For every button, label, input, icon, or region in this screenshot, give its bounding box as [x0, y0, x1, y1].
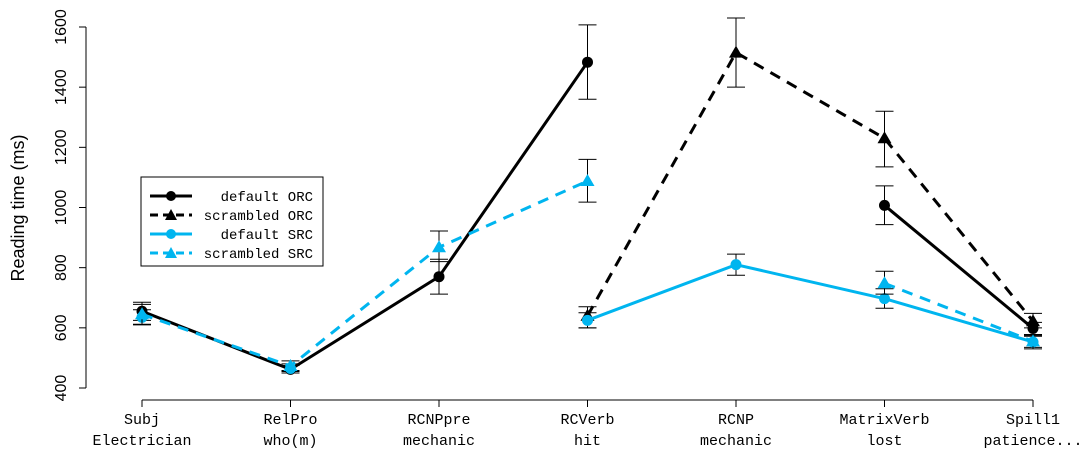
y-tick-label: 800 [53, 254, 70, 281]
data-point-circle [879, 293, 890, 305]
y-axis-label: Reading time (ms) [8, 134, 28, 281]
legend-label: default SRC [221, 228, 313, 244]
series-line [883, 281, 1034, 343]
y-tick-label: 400 [53, 375, 70, 402]
legend-marker-triangle [165, 247, 177, 258]
data-point-triangle [729, 45, 743, 58]
data-point-triangle [580, 174, 595, 187]
series-scrambled-orc [578, 17, 1042, 329]
series-line [883, 204, 1034, 330]
x-tick-sublabel: mechanic [403, 433, 475, 450]
x-tick-sublabel: patience... [983, 433, 1082, 450]
series-default-src [133, 253, 1042, 374]
legend-label: default ORC [221, 190, 313, 206]
x-tick-label: MatrixVerb [839, 412, 929, 429]
y-tick-label: 1000 [53, 190, 70, 226]
data-point-triangle [1026, 334, 1040, 347]
y-tick-label: 1400 [53, 69, 70, 105]
data-point-triangle [877, 131, 892, 144]
data-point-triangle [135, 307, 149, 320]
legend: default ORC scrambled ORC default SRC scram… [140, 176, 324, 267]
x-tick-label: RCNPpre [407, 412, 470, 429]
series-line [586, 50, 1035, 323]
x-tick-sublabel: mechanic [700, 433, 772, 450]
y-tick-label: 1600 [53, 9, 70, 45]
series-line [586, 263, 1034, 344]
data-point-triangle [1026, 314, 1040, 327]
legend-marker-circle [166, 229, 176, 239]
x-tick-sublabel: who(m) [263, 433, 317, 450]
x-tick-label: Spill1 [1006, 412, 1060, 429]
x-tick-sublabel: hit [574, 433, 601, 450]
data-point-triangle [432, 240, 446, 253]
series-line [141, 179, 589, 368]
x-tick-label: RCNP [718, 412, 754, 429]
series-scrambled-src [133, 158, 1042, 372]
y-tick-label: 600 [53, 314, 70, 341]
data-point-circle [730, 259, 742, 271]
data-point-circle [582, 314, 593, 326]
x-tick-label: RelPro [263, 412, 317, 429]
x-tick-label: Subj [124, 412, 160, 429]
axes: 400 600 800 1000 1200 1400 1600 Subj Electrician… [53, 9, 1083, 450]
data-point-circle [433, 271, 445, 283]
x-tick-label: RCVerb [560, 412, 614, 429]
y-tick-label: 1200 [53, 129, 70, 165]
data-point-circle [879, 199, 890, 211]
legend-label: scrambled ORC [204, 209, 313, 225]
data-point-triangle [283, 359, 298, 372]
data-point-triangle [877, 276, 892, 289]
data-point-circle [582, 56, 593, 68]
legend-marker-circle [166, 191, 176, 201]
series-layer [133, 17, 1042, 375]
x-tick-sublabel: Electrician [92, 433, 191, 450]
legend-marker-triangle [165, 209, 177, 220]
x-tick-sublabel: lost [866, 433, 902, 450]
legend-label: scrambled SRC [204, 247, 313, 263]
